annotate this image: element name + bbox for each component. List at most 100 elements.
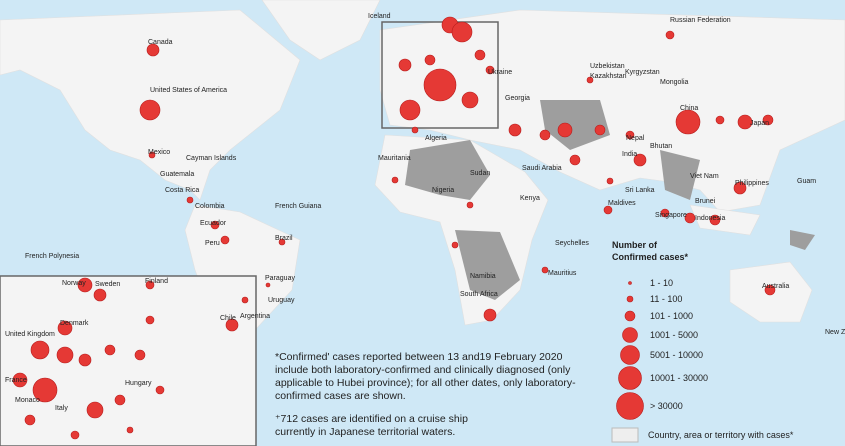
case-bubble	[411, 126, 419, 134]
country-label: Mauritius	[548, 270, 577, 277]
legend-label: > 30000	[650, 401, 683, 411]
case-bubble	[56, 346, 74, 364]
case-bubble	[278, 238, 286, 246]
case-bubble	[104, 344, 116, 356]
country-label: Denmark	[60, 320, 89, 327]
case-bubble	[709, 214, 721, 226]
country-label: Sweden	[95, 281, 120, 288]
country-label: Italy	[55, 405, 68, 412]
note-line: currently in Japanese territorial waters…	[275, 426, 455, 438]
case-bubble	[57, 320, 73, 336]
case-bubble	[186, 196, 194, 204]
country-label: Bhutan	[650, 143, 672, 150]
case-bubble	[12, 372, 28, 388]
case-bubble	[155, 385, 165, 395]
europe-inset	[0, 275, 257, 446]
note-line: confirmed cases are shown.	[275, 390, 406, 402]
country-label: Georgia	[505, 95, 530, 102]
case-bubble	[762, 114, 774, 126]
country-label: Iceland	[368, 13, 391, 20]
case-bubble	[78, 353, 92, 367]
case-bubble	[461, 91, 479, 109]
legend-bubble	[618, 366, 642, 390]
legend-bubble	[622, 327, 638, 343]
country-label: Argentina	[240, 313, 270, 320]
case-bubble	[474, 49, 486, 61]
country-label: United States of America	[150, 87, 227, 94]
case-bubble	[424, 54, 436, 66]
country-label: Saudi Arabia	[522, 165, 562, 172]
country-label: New Z	[825, 329, 845, 336]
country-label: Nepal	[626, 135, 645, 142]
legend-territory: Country, area or territory with cases*	[648, 430, 794, 440]
country-label: Australia	[762, 283, 789, 290]
case-bubble	[241, 296, 249, 304]
country-label: Brazil	[275, 235, 293, 242]
legend-label: 101 - 1000	[650, 311, 693, 321]
legend-bubble	[624, 310, 636, 322]
country-label: Singapore	[655, 212, 687, 219]
country-label: Hungary	[125, 380, 152, 387]
case-bubble	[625, 130, 635, 140]
country-label: Norway	[62, 280, 86, 287]
case-bubble	[764, 284, 776, 296]
case-bubble	[606, 177, 614, 185]
case-bubble	[557, 122, 573, 138]
country-label: French Polynesia	[25, 253, 79, 260]
case-bubble	[146, 43, 160, 57]
legend-bubble	[628, 281, 632, 285]
legend-label: 11 - 100	[650, 294, 682, 304]
country-label: France	[5, 377, 27, 384]
note-line: applicable to Hubei province); for all o…	[275, 377, 576, 389]
case-bubble	[391, 176, 399, 184]
country-label: China	[680, 105, 698, 112]
country-label: Guatemala	[160, 171, 194, 178]
legend-bubble	[626, 295, 634, 303]
legend-bubble	[620, 345, 640, 365]
case-bubble	[210, 220, 220, 230]
case-bubble	[633, 153, 647, 167]
europe-zoom-frame	[381, 21, 499, 129]
country-label: Brunei	[695, 198, 716, 205]
case-bubble	[603, 205, 613, 215]
case-bubble	[594, 124, 606, 136]
country-label: French Guiana	[275, 203, 321, 210]
case-bubble	[398, 58, 412, 72]
case-bubble	[265, 282, 271, 288]
country-label: Colombia	[195, 203, 225, 210]
country-label: Canada	[148, 39, 173, 46]
country-label: Kyrgyzstan	[625, 69, 660, 76]
country-label: Costa Rica	[165, 187, 199, 194]
country-label: Nigeria	[432, 187, 454, 194]
case-bubble	[684, 212, 696, 224]
case-bubble	[399, 99, 421, 121]
legend-label: 1 - 10	[650, 278, 673, 288]
case-bubble	[737, 114, 753, 130]
case-bubble	[483, 308, 497, 322]
country-label: Sudan	[470, 170, 490, 177]
country-label: Kenya	[520, 195, 540, 202]
country-label: United Kingdom	[5, 331, 55, 338]
country-label: Mauritania	[378, 155, 411, 162]
note-line: *Confirmed' cases reported between 13 an…	[275, 351, 563, 363]
legend-label: 1001 - 5000	[650, 330, 698, 340]
note-line: ⁺712 cases are identified on a cruise sh…	[275, 413, 468, 425]
country-label: Uzbekistan	[590, 63, 625, 70]
country-label: Japan	[750, 120, 769, 127]
case-bubble	[665, 30, 675, 40]
case-bubble	[423, 68, 457, 102]
case-bubble	[541, 266, 549, 274]
case-bubble	[733, 181, 747, 195]
case-bubble	[114, 394, 126, 406]
case-bubble	[586, 76, 594, 84]
country-label: Philippines	[735, 180, 769, 187]
case-bubble	[715, 115, 725, 125]
case-bubble	[675, 109, 701, 135]
country-label: Viet Nam	[690, 173, 719, 180]
country-label: Maldives	[608, 200, 636, 207]
country-label: Chile	[220, 315, 236, 322]
country-label: Finland	[145, 278, 168, 285]
country-label: Kazakhstan	[590, 73, 627, 80]
case-bubble	[569, 154, 581, 166]
case-bubble	[32, 377, 58, 403]
